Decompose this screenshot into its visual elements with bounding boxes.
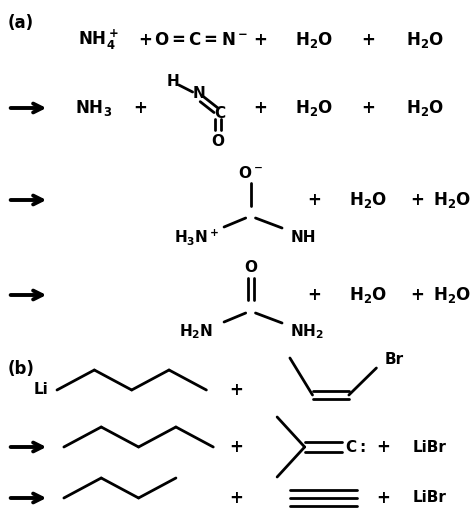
Text: (a): (a) [8,14,34,32]
Text: (b): (b) [8,360,35,378]
Text: +: + [376,489,390,507]
Text: +: + [229,381,243,399]
Text: $\mathregular{H_3N^+}$: $\mathregular{H_3N^+}$ [174,227,219,247]
Text: $\mathregular{H_2O}$: $\mathregular{H_2O}$ [433,285,471,305]
Text: $\mathregular{H_2N}$: $\mathregular{H_2N}$ [180,323,214,341]
Text: H: H [166,74,179,89]
Text: +: + [308,191,321,209]
Text: O: O [212,134,225,149]
Text: O: O [244,261,257,276]
Text: $\mathregular{H_2O}$: $\mathregular{H_2O}$ [295,98,334,118]
Text: $\mathregular{H_2O}$: $\mathregular{H_2O}$ [349,285,388,305]
Text: $\mathregular{O{=}C{=}N^-}$: $\mathregular{O{=}C{=}N^-}$ [155,31,248,49]
Text: +: + [229,489,243,507]
Text: +: + [254,31,267,49]
Text: C: C [215,105,226,120]
Text: LiBr: LiBr [412,491,447,506]
Text: +: + [308,286,321,304]
Text: $\mathregular{NH_2}$: $\mathregular{NH_2}$ [290,323,324,341]
Text: $\mathregular{H_2O}$: $\mathregular{H_2O}$ [406,98,444,118]
Text: $\mathregular{C{:}}$: $\mathregular{C{:}}$ [346,439,366,455]
Text: LiBr: LiBr [412,439,447,454]
Text: +: + [376,438,390,456]
Text: Br: Br [384,353,404,368]
Text: +: + [138,31,152,49]
Text: +: + [254,99,267,117]
Text: +: + [411,286,425,304]
Text: $\mathregular{H_2O}$: $\mathregular{H_2O}$ [349,190,388,210]
Text: NH: NH [291,230,317,245]
Text: $\mathregular{NH_3}$: $\mathregular{NH_3}$ [75,98,112,118]
Text: +: + [362,99,375,117]
Text: Li: Li [34,383,49,398]
Text: $\mathregular{H_2O}$: $\mathregular{H_2O}$ [406,30,444,50]
Text: $\mathregular{O^-}$: $\mathregular{O^-}$ [238,165,263,181]
Text: $\mathregular{H_2O}$: $\mathregular{H_2O}$ [295,30,334,50]
Text: $\mathregular{H_2O}$: $\mathregular{H_2O}$ [433,190,471,210]
Text: +: + [411,191,425,209]
Text: N: N [192,85,205,100]
Text: +: + [229,438,243,456]
Text: +: + [362,31,375,49]
Text: $\mathregular{NH_4^+}$: $\mathregular{NH_4^+}$ [78,28,118,52]
Text: +: + [134,99,147,117]
